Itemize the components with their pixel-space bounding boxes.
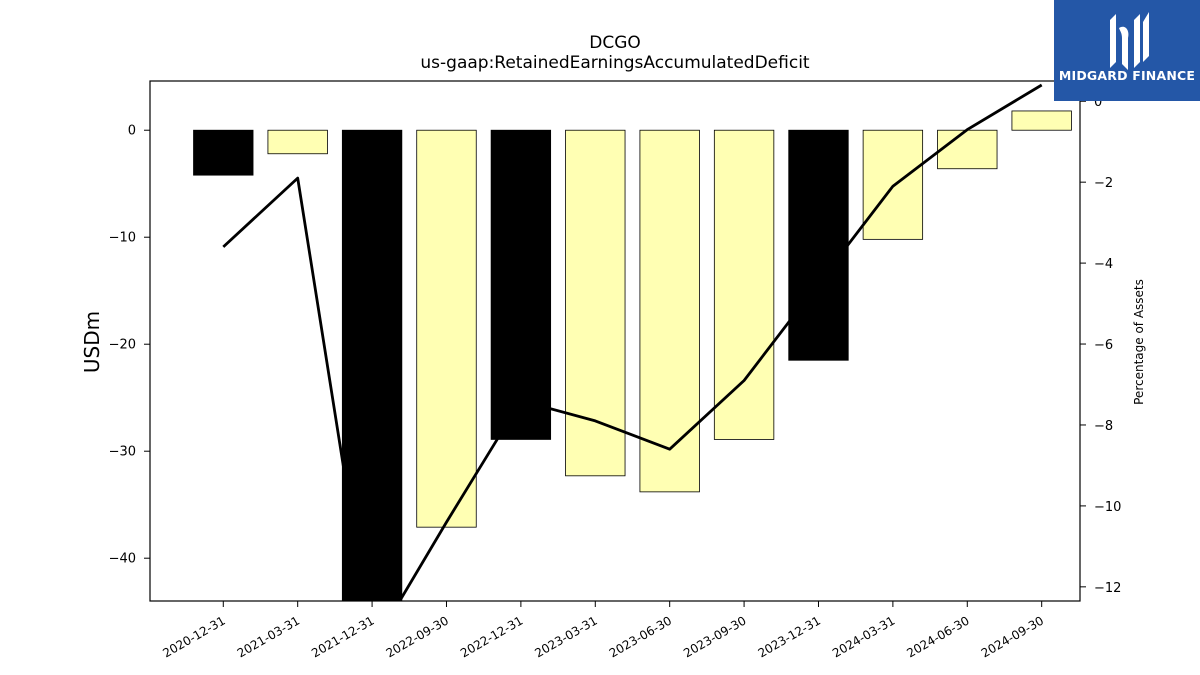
bar-2024-09-30 [1011,110,1072,131]
bar-2022-09-30 [416,129,477,528]
x-tick-label: 2022-12-31 [458,613,525,660]
y-tick-label-left: −30 [109,445,136,460]
bar-2024-06-30 [937,129,998,170]
logo-mark-icon [1110,12,1149,71]
y-tick-label-left: −40 [109,552,136,567]
x-tick-label: 2023-12-31 [756,613,823,660]
bar-2023-03-31 [565,129,626,477]
y-tick-label-left: 0 [128,124,136,139]
y-tick-label-right: −6 [1094,338,1113,353]
y-tick-label-right: −8 [1094,419,1113,434]
bar-2023-12-31 [788,129,849,361]
x-tick-label: 2021-03-31 [235,613,302,660]
chart-subtitle: us-gaap:RetainedEarningsAccumulatedDefic… [420,53,810,73]
x-tick-label: 2024-03-31 [830,613,897,660]
bar-2021-03-31 [267,129,328,155]
y-axis-label-left: USDm [80,311,104,373]
x-tick-label: 2023-06-30 [607,613,674,660]
line-percentage-of-assets [222,83,1043,601]
y-axis-label-right: Percentage of Assets [1132,279,1146,405]
x-tick-label: 2020-12-31 [160,613,227,660]
x-tick-label: 2024-06-30 [904,613,971,660]
line-group [222,83,1043,601]
bar-2021-12-31 [341,129,403,601]
y-tick-label-left: −10 [109,231,136,246]
bar-2020-12-31 [193,129,254,176]
y-tick-label-right: −2 [1094,176,1113,191]
plot-frame [149,80,1081,602]
x-tick-label: 2021-12-31 [309,613,376,660]
y-tick-label-right: −10 [1094,500,1121,515]
chart-title: DCGO [589,33,641,53]
x-tick-label: 2023-09-30 [681,613,748,660]
y-tick-label-right: −4 [1094,257,1113,272]
logo-text: MIDGARD FINANCE [1058,68,1196,83]
bar-2023-09-30 [713,129,775,440]
bar-group [193,110,1072,601]
bar-2023-06-30 [639,129,700,493]
y-tick-label-right: −12 [1094,581,1121,596]
y-tick-label-right: 0 [1094,95,1102,110]
y-tick-label-left: −20 [109,338,136,353]
x-tick-label: 2022-09-30 [384,613,451,660]
x-tick-label: 2024-09-30 [979,613,1046,660]
x-tick-label: 2023-03-31 [532,613,599,660]
bar-2022-12-31 [490,129,552,440]
midgard-finance-logo: MIDGARD FINANCE [1054,0,1200,101]
